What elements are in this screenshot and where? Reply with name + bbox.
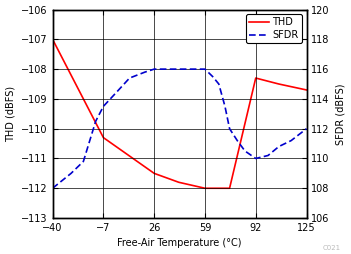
Y-axis label: THD (dBFS): THD (dBFS): [6, 86, 15, 142]
SFDR: [304, 127, 309, 130]
SFDR: [289, 139, 293, 142]
THD: [177, 181, 181, 184]
Line: SFDR: SFDR: [53, 69, 306, 188]
SFDR: [217, 83, 221, 86]
THD: [101, 136, 106, 139]
X-axis label: Free-Air Temperature (°C): Free-Air Temperature (°C): [117, 239, 242, 248]
SFDR: [223, 105, 227, 108]
SFDR: [203, 68, 207, 71]
SFDR: [277, 145, 281, 148]
SFDR: [101, 105, 106, 108]
SFDR: [211, 75, 215, 78]
SFDR: [254, 157, 258, 160]
SFDR: [143, 71, 147, 74]
SFDR: [227, 127, 232, 130]
SFDR: [266, 154, 270, 157]
SFDR: [81, 160, 86, 163]
SFDR: [177, 68, 181, 71]
THD: [152, 172, 156, 175]
Y-axis label: SFDR (dBFS): SFDR (dBFS): [336, 83, 345, 145]
SFDR: [51, 187, 55, 190]
SFDR: [69, 172, 73, 175]
SFDR: [152, 68, 156, 71]
SFDR: [115, 90, 119, 93]
THD: [254, 76, 258, 80]
SFDR: [235, 139, 239, 142]
SFDR: [243, 150, 247, 153]
SFDR: [94, 120, 98, 123]
Legend: THD, SFDR: THD, SFDR: [246, 14, 302, 43]
THD: [227, 187, 232, 190]
THD: [277, 83, 281, 86]
Text: C021: C021: [322, 245, 340, 251]
SFDR: [127, 76, 132, 80]
THD: [51, 38, 55, 41]
Line: THD: THD: [53, 39, 306, 188]
THD: [304, 88, 309, 91]
THD: [203, 187, 207, 190]
